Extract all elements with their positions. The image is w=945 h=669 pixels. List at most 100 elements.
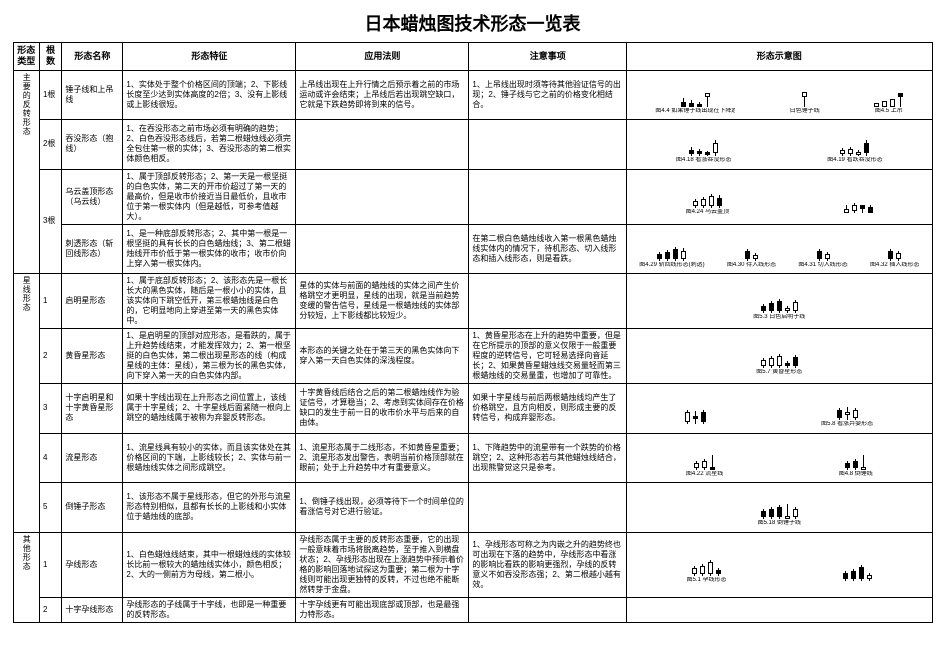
application-cell: 1、流星形态属于二线形态，不如黄昏星重要；2、流星形态发出警告，表明当前价格顶部…	[296, 433, 469, 483]
features-cell: 如果十字线出现在上升形态之间位置上，该线属于十字星线；2、十字星线后面紧随一根向…	[123, 384, 296, 434]
notes-cell: 1、黄昏星形态在上升的趋势中重要，但是在它所提示的顶部的意义仅限于一般重要程度的…	[469, 329, 627, 384]
diagram-panel	[843, 549, 872, 581]
diagram-panel: 图5.7 黄昏星形态	[756, 336, 802, 377]
diagram-cell: 图5.8 看涨弃婴形态	[627, 384, 932, 434]
diagram-caption: 图4.8 倒锤线	[839, 471, 873, 479]
candlestick-table: 形态类型 根数 形态名称 形态特征 应用法则 注意事项 形态示意图 主要的反转形…	[13, 42, 933, 623]
diagram-caption: 图4.24 乌云盖顶	[686, 209, 729, 217]
diagram-caption: 图5.8 看涨弃婴形态	[821, 421, 873, 429]
notes-cell: 如果十字星线与前后两根蜡烛线均产生了价格跳空，且方向相反，则形成主要的反转信号，…	[469, 384, 627, 434]
col-features: 形态特征	[123, 43, 296, 71]
diagram-caption: 图5.7 黄昏星形态	[756, 369, 802, 377]
type-cell: 星线形态	[13, 274, 39, 533]
features-cell: 1、实体处于整个价格区间的顶端；2、下影线长度至少达到实体高度的2倍；3、没有上…	[123, 70, 296, 120]
features-cell: 1、该形态不属于星线形态，但它的外形与流星形态特别相似，且都有长长的上影线和小实…	[123, 483, 296, 533]
diagram-cell: 图5.7 黄昏星形态	[627, 329, 932, 384]
table-row: 刺透形态（斩回线形态）1、是一种底部反转形态；2、其中第一根是一根坚挺的具有长长…	[13, 224, 932, 274]
table-row: 3根乌云盖顶形态（乌云线）1、属于顶部反转形态；2、第一天是一根坚挺的白色实体，…	[13, 169, 932, 224]
table-row: 其他形态1孕线形态1、白色蜡烛线结束，其中一根蜡烛线的实体较长比前一根较大的蜡烛…	[13, 532, 932, 597]
application-cell: 十字黄昏线后结合之后的第二根蜡烛线作为验证信号，才算稳当；2、考虑到实体间存在价…	[296, 384, 469, 434]
col-notes: 注意事项	[469, 43, 627, 71]
diagram-panel: 图4.24 乌云盖顶	[686, 176, 729, 217]
diagram-panel: 图4.31 切入线形态	[798, 229, 847, 270]
notes-cell: 1、下降趋势中的流星带有一个跌势的价格跳空；2、这种形态若与其他蜡烛线结合，出现…	[469, 433, 627, 483]
diagram-caption: 图4.30 待入线形态	[727, 262, 776, 270]
features-cell: 1、属于顶部反转形态；2、第一天是一根坚挺的白色实体，第二天的开市价超过了第一天…	[123, 169, 296, 224]
diagram-panel: 图5.18 倒锤子线	[758, 487, 801, 528]
diagram-cell: 图5.1 孕线形态	[627, 532, 932, 597]
application-cell: 1、倒锤子线出现，必须等待下一个时间单位的看涨信号对它进行验证。	[296, 483, 469, 533]
table-row: 3十字启明星和十字黄昏星形态如果十字线出现在上升形态之间位置上，该线属于十字星线…	[13, 384, 932, 434]
diagram-panel: 图4.32 插入线形态	[870, 229, 919, 270]
count-cell: 1	[39, 274, 61, 329]
count-cell: 2根	[39, 120, 61, 170]
count-cell: 4	[39, 433, 61, 483]
count-cell: 1	[39, 532, 61, 597]
diagram-caption: 图4.18 看涨吞没形态	[676, 157, 731, 165]
count-cell: 3根	[39, 169, 61, 274]
table-row: 2黄昏星形态1、是启明星的顶部对应形态，是看跌的，属于上升趋势线结束，才能发挥效…	[13, 329, 932, 384]
notes-cell	[469, 120, 627, 170]
notes-cell	[469, 483, 627, 533]
diagram-caption: 图4.31 切入线形态	[798, 262, 847, 270]
count-cell: 5	[39, 483, 61, 533]
name-cell: 十字孕线形态	[62, 597, 123, 622]
name-cell: 刺透形态（斩回线形态）	[62, 224, 123, 274]
col-count: 根数	[39, 43, 61, 71]
diagram-panel: 图4.4 如果锤子线出现在下降趋势之后	[655, 75, 735, 116]
name-cell: 孕线形态	[62, 532, 123, 597]
diagram-panel: 图5.1 孕线形态	[686, 544, 726, 585]
diagram-panel: 图5.3 白色启明子线	[753, 281, 805, 322]
table-header-row: 形态类型 根数 形态名称 形态特征 应用法则 注意事项 形态示意图	[13, 43, 932, 71]
diagram-caption: 图5.3 白色启明子线	[753, 314, 805, 322]
diagram-caption: 图4.5 上吊	[875, 108, 903, 116]
application-cell: 孕线形态属于主要的反转形态重要，它的出现一般意味着市场将脱离趋势，至于推入到横盘…	[296, 532, 469, 597]
notes-cell	[469, 274, 627, 329]
name-cell: 锤子线和上吊线	[62, 70, 123, 120]
diagram-cell: 图4.4 如果锤子线出现在下降趋势之后 白色锤子线 图4.5 上吊	[627, 70, 932, 120]
application-cell	[296, 224, 469, 274]
diagram-caption: 图4.4 如果锤子线出现在下降趋势之后	[655, 108, 735, 116]
diagram-cell: 图5.3 白色启明子线	[627, 274, 932, 329]
diagram-panel: 白色锤子线	[790, 75, 820, 116]
name-cell: 乌云盖顶形态（乌云线）	[62, 169, 123, 224]
notes-cell: 在第二根白色蜡烛线收入第一根黑色蜡烛线实体内的情况下，待机形态、切入线形态和插入…	[469, 224, 627, 274]
diagram-cell: 图5.18 倒锤子线	[627, 483, 932, 533]
diagram-caption: 图5.1 孕线形态	[686, 577, 726, 585]
diagram-caption: 图4.22 流星线	[686, 471, 723, 479]
table-row: 4流星形态1、流星线具有较小的实体，而且该实体处在其价格区间的下端，上影线较长；…	[13, 433, 932, 483]
diagram-panel: 图4.18 看涨吞没形态	[676, 124, 731, 165]
features-cell: 孕线形态的子线属于十字线，也即是一种重要的反转形态。	[123, 597, 296, 622]
diagram-cell: 图4.22 流星线 图4.8 倒锤线	[627, 433, 932, 483]
col-diagram: 形态示意图	[627, 43, 932, 71]
application-cell	[296, 120, 469, 170]
diagram-panel: 图4.8 倒锤线	[839, 438, 873, 479]
count-cell: 2	[39, 597, 61, 622]
features-cell: 1、流星线具有较小的实体，而且该实体处在其价格区间的下端，上影线较长；2、实体与…	[123, 433, 296, 483]
diagram-caption: 图4.32 插入线形态	[870, 262, 919, 270]
table-row: 5倒锤子形态1、该形态不属于星线形态，但它的外形与流星形态特别相似，且都有长长的…	[13, 483, 932, 533]
count-cell: 3	[39, 384, 61, 434]
table-row: 2十字孕线形态孕线形态的子线属于十字线，也即是一种重要的反转形态。十字孕线更有可…	[13, 597, 932, 622]
name-cell: 倒锤子形态	[62, 483, 123, 533]
diagram-caption: 图5.18 倒锤子线	[758, 520, 801, 528]
application-cell: 星体的实体与前面的蜡烛线的实体之间产生价格跳空才更明显，星线的出现，就是当前趋势…	[296, 274, 469, 329]
diagram-cell: 图4.29 斩回线形态(刺透) 图4.30 待入线形态 图4.31 切入线形态 图4.…	[627, 224, 932, 274]
features-cell: 1、是启明星的顶部对应形态，是看跌的，属于上升趋势线结束，才能发挥效力；2、第一…	[123, 329, 296, 384]
diagram-panel: 图4.29 斩回线形态(刺透)	[639, 229, 704, 270]
diagram-panel: 图4.5 上吊	[874, 75, 903, 116]
name-cell: 启明星形态	[62, 274, 123, 329]
diagram-caption: 图4.19 看跌吞没形态	[827, 157, 882, 165]
diagram-caption: 白色锤子线	[790, 108, 820, 116]
diagram-cell: 图4.18 看涨吞没形态 图4.19 看跌吞没形态	[627, 120, 932, 170]
notes-cell: 1、上吊线出现时须等待其他验证信号的出现；2、锤子线与它之前的价格变化相结合。	[469, 70, 627, 120]
diagram-panel: 图4.30 待入线形态	[727, 229, 776, 270]
type-cell: 其他形态	[13, 532, 39, 622]
features-cell: 1、是一种底部反转形态；2、其中第一根是一根坚挺的具有长长的白色蜡烛线；3、第二…	[123, 224, 296, 274]
table-row: 星线形态1启明星形态1、属于底部反转形态；2、该形态先是一根长长大的黑色实体，随…	[13, 274, 932, 329]
diagram-cell: 图4.24 乌云盖顶	[627, 169, 932, 224]
diagram-panel	[685, 392, 706, 424]
name-cell: 流星形态	[62, 433, 123, 483]
page-title: 日本蜡烛图技术形态一览表	[0, 0, 945, 42]
col-app: 应用法则	[296, 43, 469, 71]
